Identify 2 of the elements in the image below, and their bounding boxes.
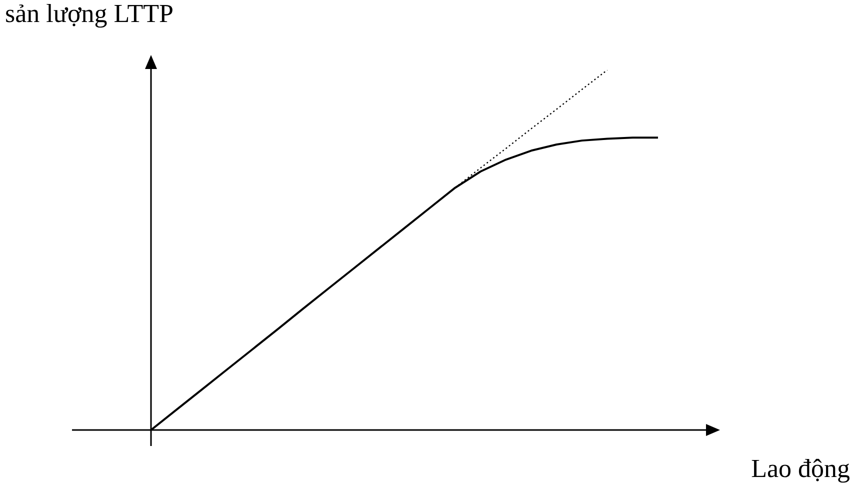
y-axis-title: sản lượng LTTP — [5, 0, 174, 29]
x-axis-title: Lao động — [751, 454, 850, 484]
